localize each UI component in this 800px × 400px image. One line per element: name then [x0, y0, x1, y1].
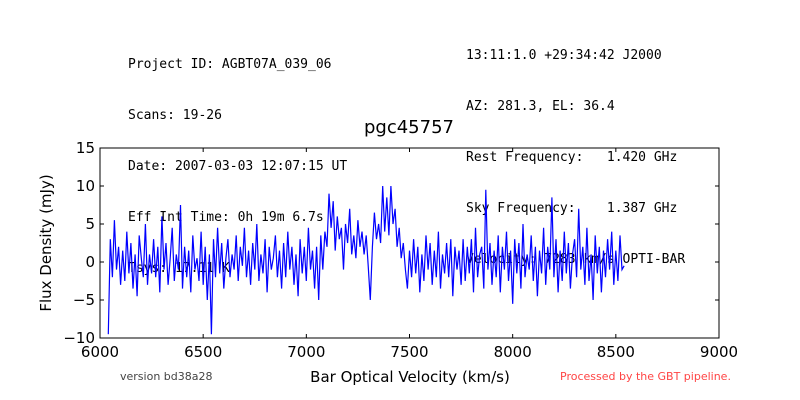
chart-title: pgc45757 — [364, 117, 454, 138]
spectrum-line-0 — [107, 185, 625, 335]
axis-ticks: 6000 6500 7000 7500 8000 8500 9000 −10 −5 0 5 10 15 — [63, 139, 738, 361]
y-tick-label: 0 — [85, 253, 95, 271]
observation-info-right: 13:11:1.0 +29:34:42 J2000 AZ: 281.3, EL:… — [466, 13, 685, 285]
x-tick-label: 7000 — [287, 343, 325, 361]
version-label: version bd38a28 — [120, 370, 213, 383]
x-tick-label: 7500 — [390, 343, 428, 361]
x-tick-label: 8500 — [597, 343, 635, 361]
info-int-time: Eff Int Time: 0h 19m 6.7s — [128, 210, 324, 225]
info-coordinates: 13:11:1.0 +29:34:42 J2000 — [466, 48, 662, 63]
y-tick-label: 5 — [85, 215, 95, 233]
info-project-id: Project ID: AGBT07A_039_06 — [128, 57, 332, 72]
info-sky-frequency: Sky Frequency: 1.387 GHz — [466, 201, 678, 216]
x-tick-label: 9000 — [700, 343, 738, 361]
observation-info-left: Project ID: AGBT07A_039_06 Scans: 19-26 … — [128, 22, 347, 294]
y-tick-label: 10 — [76, 177, 95, 195]
x-tick-label: 6000 — [81, 343, 119, 361]
x-tick-label: 6500 — [184, 343, 222, 361]
x-tick-label: 8000 — [494, 343, 532, 361]
info-rest-frequency: Rest Frequency: 1.420 GHz — [466, 150, 678, 165]
y-tick-label: −5 — [73, 291, 95, 309]
plot-area — [107, 185, 625, 335]
info-az-el: AZ: 281.3, EL: 36.4 — [466, 99, 615, 114]
info-date: Date: 2007-03-03 12:07:15 UT — [128, 159, 348, 174]
y-tick-label: 15 — [76, 139, 95, 157]
info-scans: Scans: 19-26 — [128, 108, 222, 123]
y-axis-label: Flux Density (mJy) — [37, 174, 55, 311]
pipeline-credit: Processed by the GBT pipeline. — [560, 370, 731, 383]
x-axis-label: Bar Optical Velocity (km/s) — [310, 368, 510, 386]
y-tick-label: −10 — [63, 329, 95, 347]
